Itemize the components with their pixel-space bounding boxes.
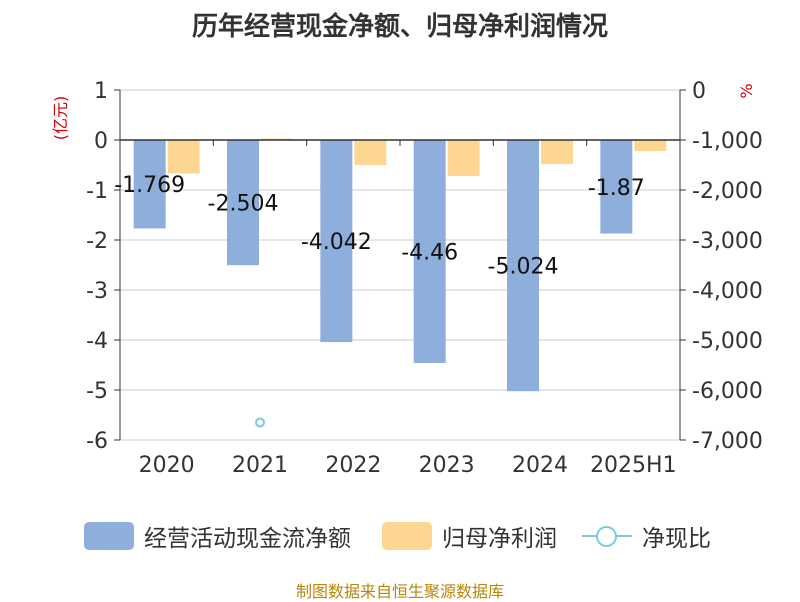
legend-item-cash-flow[interactable]: 经营活动现金流净额 (84, 518, 351, 554)
legend-swatch-net-profit (382, 522, 432, 550)
left-axis-tick-label: -2 (86, 229, 108, 254)
legend-label-net-profit: 归母净利润 (442, 526, 557, 552)
left-axis-tick-label: -4 (86, 329, 108, 354)
right-axis-tick-label: -3,000 (692, 229, 763, 254)
legend-item-net-ratio[interactable]: 净现比 (582, 518, 711, 554)
left-axis-tick-label: 0 (94, 129, 108, 154)
right-axis-tick-label: -5,000 (692, 329, 763, 354)
bar-cash-flow (320, 140, 353, 343)
left-axis-tick-label: -3 (86, 279, 108, 304)
x-axis-tick-label: 2025H1 (590, 453, 677, 478)
bar-cash-flow (507, 140, 539, 392)
left-axis-unit: (亿元) (51, 96, 70, 141)
data-label-cash-flow: -2.504 (208, 192, 279, 217)
bar-cash-flow (227, 140, 259, 266)
chart-legend: 经营活动现金流净额 归母净利润 净现比 (0, 518, 800, 554)
x-axis-tick-label: 2024 (512, 453, 568, 478)
data-label-cash-flow: -4.46 (401, 241, 458, 266)
legend-label-net-ratio: 净现比 (642, 526, 711, 552)
legend-label-cash-flow: 经营活动现金流净额 (144, 526, 351, 552)
right-axis-tick-label: -6,000 (692, 379, 763, 404)
bars (133, 138, 667, 392)
bar-cash-flow (413, 140, 446, 363)
left-axis-tick-label: -5 (86, 379, 108, 404)
bar-net-profit (167, 140, 200, 174)
bar-cash-flow (600, 140, 633, 234)
data-label-cash-flow: -4.042 (301, 230, 372, 255)
chart-title: 历年经营现金净额、归母净利润情况 (191, 12, 608, 42)
right-axis-tick-label: -7,000 (692, 429, 763, 454)
data-label-cash-flow: -1.769 (114, 173, 185, 198)
right-axis-unit: % (737, 83, 756, 98)
left-axis-tick-label: -6 (86, 429, 108, 454)
right-axis-tick-label: -1,000 (692, 129, 763, 154)
legend-item-net-profit[interactable]: 归母净利润 (382, 518, 557, 554)
bar-net-profit (354, 140, 387, 165)
data-source-note: 制图数据来自恒生聚源数据库 (295, 582, 504, 601)
bar-cash-flow (133, 140, 166, 229)
right-axis-tick-label: -4,000 (692, 279, 763, 304)
data-labels: -1.769 -2.504 -4.042 -4.46 -5.024 -1.87 (114, 173, 645, 428)
bar-net-profit (447, 140, 480, 176)
bar-net-profit (634, 140, 667, 151)
x-axis-tick-label: 2021 (232, 453, 288, 478)
x-axis-tick-label: 2022 (325, 453, 381, 478)
point-net-ratio (255, 417, 265, 428)
legend-swatch-net-ratio (582, 522, 632, 550)
left-axis-tick-label: 1 (94, 79, 108, 104)
x-axis-tick-label: 2020 (139, 453, 195, 478)
legend-swatch-cash-flow (84, 522, 134, 550)
right-axis-tick-label: -2,000 (692, 179, 763, 204)
axes: 1 0 -1 -2 -3 -4 -5 -6 0 -1,000 -2,000 -3,000 -4,000 -… (86, 79, 763, 478)
data-label-cash-flow: -5.024 (488, 255, 559, 280)
bar-net-profit (541, 140, 573, 164)
x-axis-tick-label: 2023 (419, 453, 475, 478)
left-axis-tick-label: -1 (86, 179, 108, 204)
right-axis-tick-label: 0 (692, 79, 706, 104)
data-label-cash-flow: -1.87 (588, 176, 645, 201)
